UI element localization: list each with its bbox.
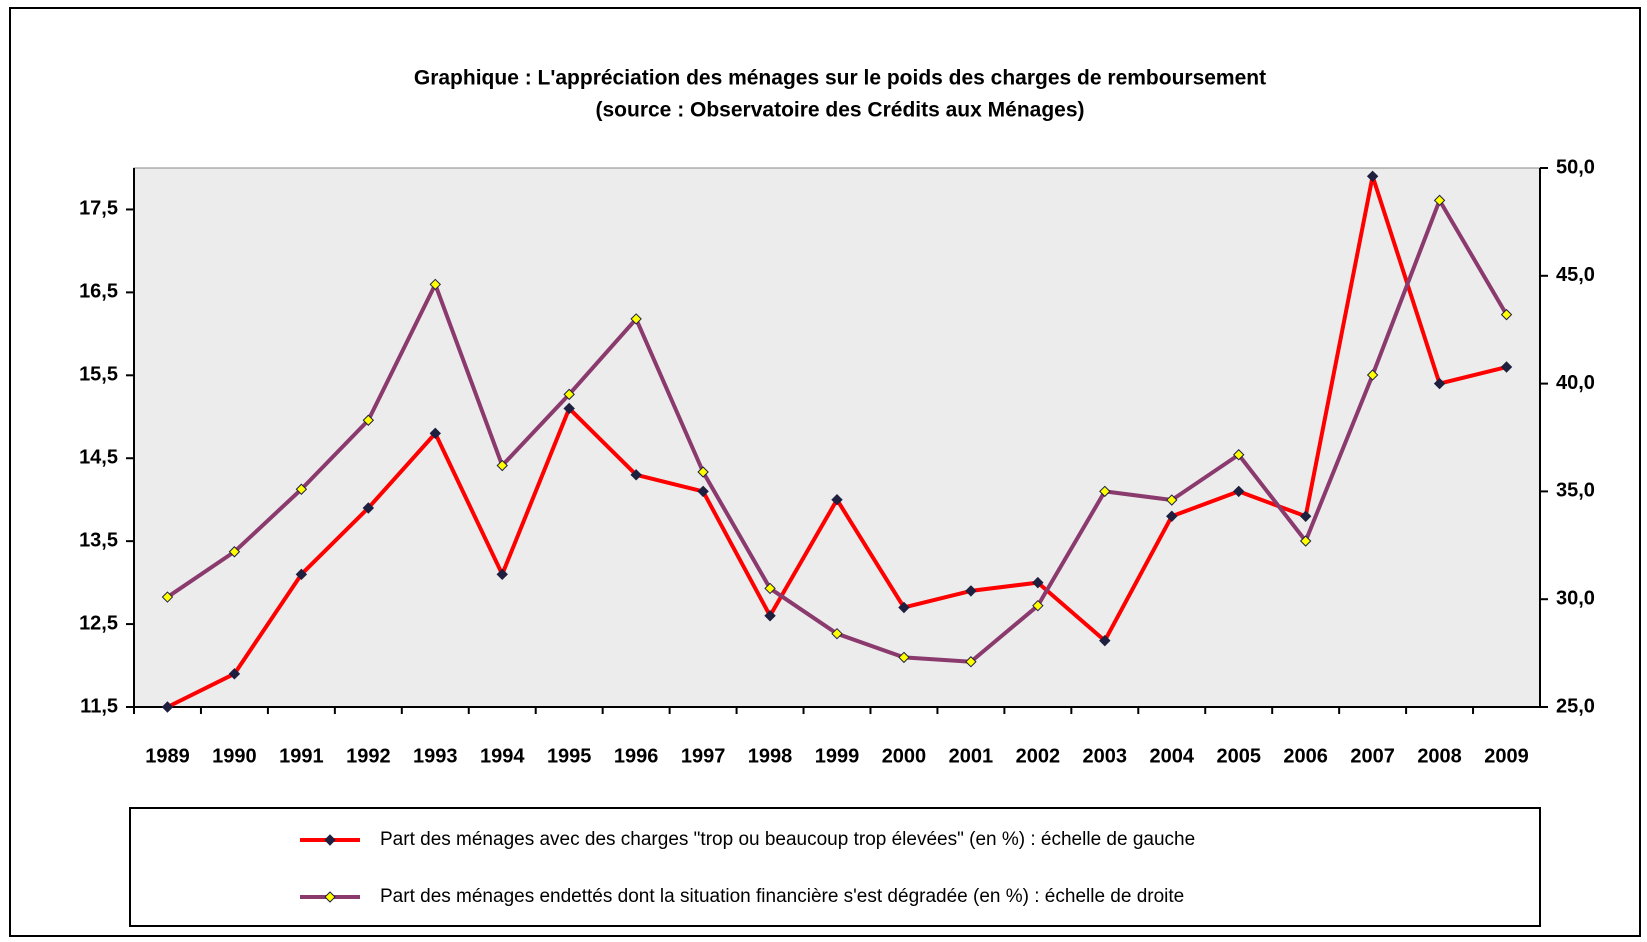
data-point <box>1433 377 1446 390</box>
y-tick-label: 16,5 <box>79 281 118 303</box>
data-point <box>1233 449 1245 461</box>
y2-tick-label: 50,0 <box>1556 156 1595 178</box>
x-tick-label: 2004 <box>1150 745 1195 767</box>
data-point <box>1099 485 1111 498</box>
data-point <box>563 402 575 415</box>
y-tick-label: 14,5 <box>79 447 118 469</box>
legend-box <box>129 807 1541 927</box>
y2-tick-label: 30,0 <box>1556 587 1595 609</box>
y-tick-label: 17,5 <box>79 198 118 220</box>
data-point <box>1166 494 1178 506</box>
y-tick-label: 11,5 <box>80 695 118 717</box>
y2-tick-label: 35,0 <box>1556 480 1595 502</box>
data-point <box>831 627 843 640</box>
data-point <box>1166 510 1178 522</box>
x-tick-label: 1996 <box>614 745 659 767</box>
y-tick-label: 12,5 <box>79 612 118 634</box>
x-tick-label: 2008 <box>1417 745 1462 767</box>
data-point <box>1099 634 1111 647</box>
plot-area <box>133 167 1541 708</box>
data-point <box>630 313 642 325</box>
data-point <box>831 493 843 506</box>
data-point <box>697 485 709 498</box>
data-point <box>1500 308 1513 321</box>
legend-marker <box>324 891 336 903</box>
data-point <box>295 483 308 495</box>
x-tick-label: 2007 <box>1350 745 1395 767</box>
chart-subtitle: (source : Observatoire des Crédits aux M… <box>596 99 1085 122</box>
data-point <box>362 414 375 426</box>
y2-tick-label: 25,0 <box>1556 695 1595 717</box>
data-point <box>1366 170 1379 182</box>
x-tick-label: 1992 <box>346 745 391 767</box>
x-tick-label: 1994 <box>480 745 525 767</box>
data-point <box>228 668 241 680</box>
data-point <box>1500 361 1513 373</box>
data-point <box>764 610 776 622</box>
x-tick-label: 1993 <box>413 745 458 767</box>
y-tick-label: 15,5 <box>79 364 118 386</box>
x-tick-label: 1989 <box>145 745 190 767</box>
chart-title: Graphique : L'appréciation des ménages s… <box>414 67 1266 90</box>
x-tick-label: 1990 <box>212 745 257 767</box>
data-point <box>1299 510 1312 522</box>
x-tick-label: 2000 <box>882 745 927 767</box>
data-point <box>563 388 575 401</box>
x-tick-label: 1999 <box>815 745 860 767</box>
x-tick-label: 2009 <box>1484 745 1529 767</box>
data-point <box>429 427 441 440</box>
legend-marker <box>324 834 336 846</box>
data-point <box>1233 485 1245 498</box>
data-point <box>697 466 709 478</box>
legend-label: Part des ménages avec des charges "trop … <box>380 829 1195 850</box>
data-point <box>1032 576 1044 589</box>
legend-label: Part des ménages endettés dont la situat… <box>380 886 1184 907</box>
data-point <box>295 568 308 581</box>
data-point <box>1299 535 1312 547</box>
data-point <box>630 469 642 481</box>
data-point <box>965 585 977 597</box>
x-tick-label: 1991 <box>279 745 324 767</box>
data-point <box>764 582 776 595</box>
x-tick-label: 2003 <box>1083 745 1128 767</box>
x-tick-label: 2002 <box>1016 745 1061 767</box>
data-point <box>362 502 375 514</box>
data-point <box>1032 599 1044 612</box>
x-tick-label: 2001 <box>949 745 994 767</box>
x-tick-label: 2006 <box>1283 745 1328 767</box>
data-point <box>1366 369 1379 381</box>
data-point <box>161 591 174 603</box>
x-tick-label: 2005 <box>1216 745 1261 767</box>
data-point <box>1433 194 1446 207</box>
x-tick-label: 1995 <box>547 745 592 767</box>
x-tick-label: 1998 <box>748 745 793 767</box>
data-point <box>429 278 441 291</box>
data-point <box>965 656 977 668</box>
data-point <box>228 546 241 558</box>
data-point <box>898 601 910 614</box>
y-tick-label: 13,5 <box>79 529 118 551</box>
data-point <box>496 459 508 472</box>
data-point <box>161 701 174 713</box>
y2-tick-label: 45,0 <box>1556 264 1595 286</box>
data-point <box>496 568 508 581</box>
x-tick-label: 1997 <box>681 745 726 767</box>
data-point <box>898 651 910 664</box>
y2-tick-label: 40,0 <box>1556 372 1595 394</box>
